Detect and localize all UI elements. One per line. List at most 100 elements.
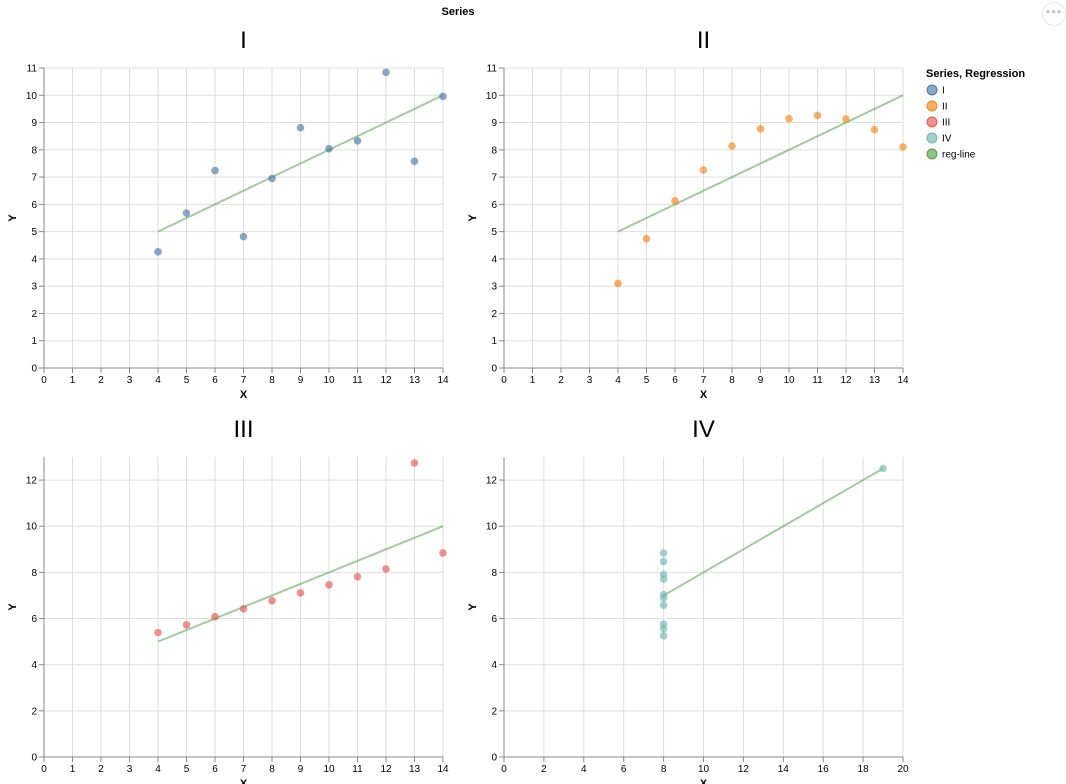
y-tick-label: 1	[491, 336, 497, 347]
x-tick-label: 10	[323, 764, 335, 775]
data-point	[382, 565, 390, 573]
y-axis-title: Y	[7, 603, 19, 611]
y-tick-label: 7	[491, 173, 497, 184]
legend-label: I	[942, 86, 945, 97]
y-tick-label: 9	[491, 118, 497, 129]
legend-label: IV	[942, 134, 952, 145]
x-tick-label: 7	[241, 375, 247, 386]
y-tick-label: 2	[31, 706, 37, 717]
data-point	[154, 248, 162, 256]
x-tick-label: 0	[501, 375, 507, 386]
y-tick-label: 3	[491, 282, 497, 293]
y-tick-label: 6	[31, 200, 37, 211]
data-point	[353, 572, 362, 581]
x-tick-label: 10	[783, 375, 795, 386]
data-point	[870, 125, 879, 134]
x-tick-label: 5	[184, 764, 190, 775]
panel-title: IV	[692, 416, 715, 443]
legend-symbol	[926, 148, 938, 160]
x-tick-label: 3	[127, 375, 133, 386]
y-tick-label: 8	[31, 568, 37, 579]
x-tick-label: 9	[298, 764, 304, 775]
x-tick-label: 0	[501, 764, 507, 775]
x-tick-label: 8	[269, 375, 275, 386]
y-tick-label: 10	[26, 91, 38, 102]
x-tick-label: 14	[778, 764, 790, 775]
data-point	[642, 234, 651, 243]
data-point	[756, 125, 765, 133]
x-tick-label: 4	[615, 375, 621, 386]
y-tick-label: 6	[31, 614, 37, 625]
y-tick-label: 10	[486, 91, 498, 102]
y-tick-label: 6	[491, 200, 497, 211]
x-tick-label: 11	[352, 375, 363, 386]
panel-title: III	[233, 416, 253, 443]
y-tick-label: 4	[31, 660, 37, 671]
regression-line	[157, 94, 444, 233]
regression-line	[157, 525, 444, 643]
x-tick-label: 11	[812, 375, 823, 386]
legend-label: II	[942, 102, 948, 113]
y-tick-label: 5	[31, 227, 37, 238]
data-point	[899, 143, 907, 151]
x-tick-label: 6	[212, 375, 218, 386]
x-axis-title: X	[700, 389, 708, 401]
data-point	[182, 620, 191, 629]
data-point	[439, 92, 447, 101]
x-tick-label: 9	[758, 375, 764, 386]
data-point	[813, 111, 822, 120]
x-tick-label: 12	[380, 764, 392, 775]
data-point	[728, 142, 736, 150]
x-tick-label: 7	[241, 764, 247, 775]
y-tick-label: 12	[486, 476, 498, 487]
data-point	[659, 624, 668, 633]
x-tick-label: 2	[558, 375, 564, 386]
data-point	[353, 137, 362, 145]
y-tick-label: 5	[491, 227, 497, 238]
data-point	[410, 459, 419, 467]
x-axis-title: X	[240, 778, 248, 784]
data-point	[785, 114, 793, 123]
y-tick-label: 8	[491, 568, 497, 579]
more-icon: •••	[1045, 3, 1063, 19]
legend-label: reg-line	[942, 150, 976, 161]
actions-menu-button[interactable]: •••	[1042, 2, 1066, 26]
x-tick-label: 11	[352, 764, 363, 775]
y-tick-label: 12	[26, 476, 38, 487]
x-tick-label: 12	[840, 375, 852, 386]
x-tick-label: 1	[530, 375, 536, 386]
x-tick-label: 8	[729, 375, 735, 386]
x-tick-label: 14	[437, 375, 449, 386]
y-tick-label: 10	[26, 522, 38, 533]
x-tick-label: 8	[661, 764, 667, 775]
x-tick-label: 18	[858, 764, 870, 775]
x-tick-label: 1	[70, 764, 76, 775]
regression-line	[663, 467, 884, 597]
x-tick-label: 12	[380, 375, 392, 386]
y-tick-label: 9	[31, 118, 37, 129]
y-tick-label: 8	[31, 145, 37, 156]
x-tick-label: 10	[323, 375, 335, 386]
y-tick-label: 3	[31, 282, 37, 293]
x-tick-label: 6	[621, 764, 627, 775]
x-tick-label: 4	[155, 375, 161, 386]
x-tick-label: 5	[184, 375, 190, 386]
chart-title: Series	[441, 6, 474, 18]
legend-symbol	[926, 132, 938, 144]
y-tick-label: 0	[31, 753, 37, 764]
y-tick-label: 8	[491, 145, 497, 156]
data-point	[879, 464, 887, 473]
x-tick-label: 4	[581, 764, 587, 775]
x-tick-label: 8	[269, 764, 275, 775]
data-point	[325, 581, 333, 589]
x-tick-label: 0	[41, 375, 47, 386]
x-tick-label: 9	[298, 375, 304, 386]
y-tick-label: 4	[31, 254, 37, 265]
x-tick-label: 6	[212, 764, 218, 775]
y-tick-label: 1	[31, 336, 37, 347]
data-point	[325, 144, 333, 153]
legend-symbol	[926, 84, 938, 96]
x-tick-label: 20	[897, 764, 909, 775]
